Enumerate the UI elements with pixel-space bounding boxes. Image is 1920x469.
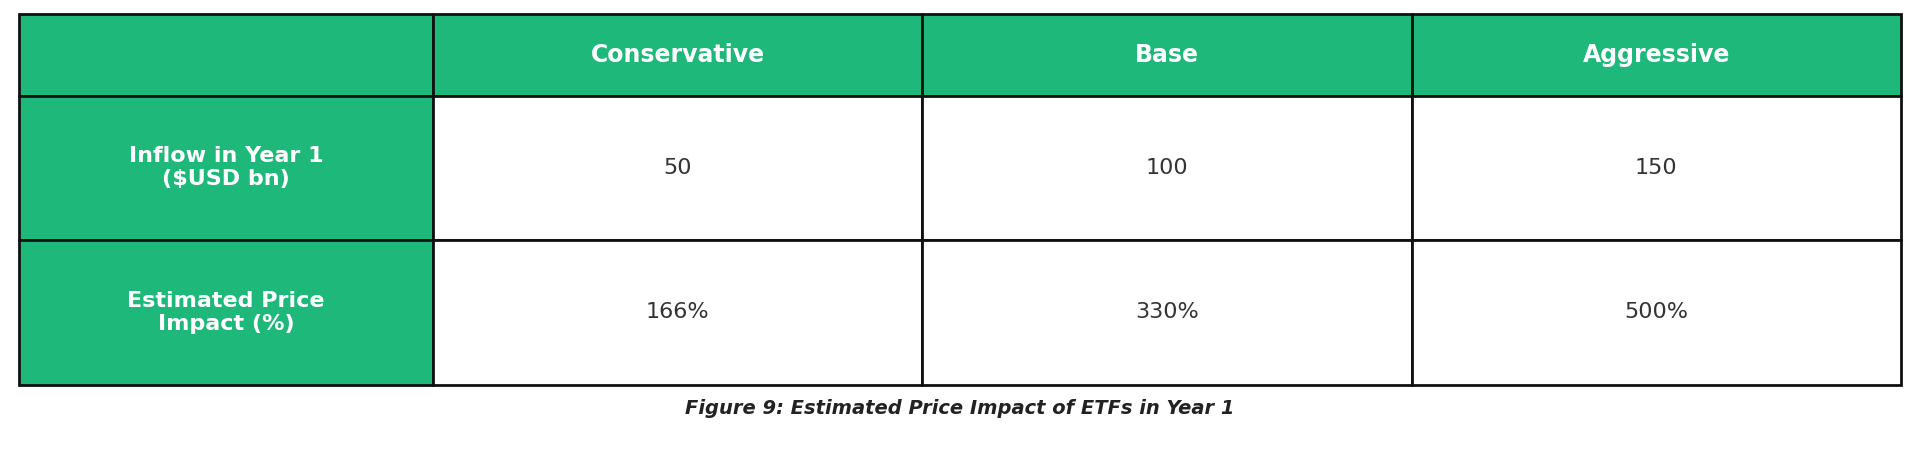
Text: 330%: 330% — [1135, 303, 1198, 322]
Text: 150: 150 — [1634, 158, 1678, 178]
FancyBboxPatch shape — [922, 240, 1411, 385]
FancyBboxPatch shape — [1411, 240, 1901, 385]
Text: 166%: 166% — [645, 303, 710, 322]
Text: Estimated Price
Impact (%): Estimated Price Impact (%) — [127, 291, 324, 334]
Text: Aggressive: Aggressive — [1582, 43, 1730, 67]
Text: Base: Base — [1135, 43, 1198, 67]
Text: Conservative: Conservative — [591, 43, 764, 67]
FancyBboxPatch shape — [19, 14, 434, 96]
FancyBboxPatch shape — [19, 240, 434, 385]
FancyBboxPatch shape — [1411, 14, 1901, 96]
Text: Inflow in Year 1
($USD bn): Inflow in Year 1 ($USD bn) — [129, 146, 323, 189]
FancyBboxPatch shape — [434, 240, 922, 385]
Text: Figure 9: Estimated Price Impact of ETFs in Year 1: Figure 9: Estimated Price Impact of ETFs… — [685, 399, 1235, 418]
FancyBboxPatch shape — [19, 96, 434, 240]
FancyBboxPatch shape — [434, 96, 922, 240]
FancyBboxPatch shape — [922, 96, 1411, 240]
FancyBboxPatch shape — [922, 14, 1411, 96]
Text: 100: 100 — [1146, 158, 1188, 178]
Text: 500%: 500% — [1624, 303, 1688, 322]
FancyBboxPatch shape — [434, 14, 922, 96]
Text: 50: 50 — [664, 158, 691, 178]
FancyBboxPatch shape — [1411, 96, 1901, 240]
